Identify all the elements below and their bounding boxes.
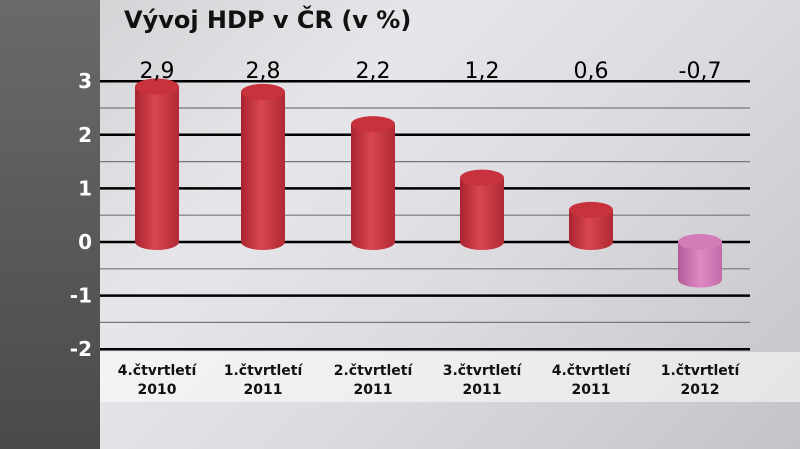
bar — [569, 209, 613, 250]
category-label: 2011 — [572, 382, 611, 398]
category-label: 1.čtvrtletí — [661, 363, 741, 379]
bar — [678, 242, 722, 288]
chart-title: Vývoj HDP v ČR (v %) — [124, 6, 412, 34]
category-label: 4.čtvrtletí — [118, 363, 198, 379]
value-label: 1,2 — [465, 59, 500, 84]
category-label: 2010 — [138, 382, 177, 398]
y-tick-label: 3 — [78, 69, 92, 93]
category-label: 3.čtvrtletí — [443, 363, 523, 379]
bar-top — [135, 78, 179, 95]
axis-strip — [0, 0, 100, 449]
bar-top — [351, 116, 395, 133]
y-tick-label: 2 — [78, 123, 92, 147]
value-label: 2,2 — [356, 59, 391, 84]
category-label: 1.čtvrtletí — [224, 363, 304, 379]
value-label: 2,9 — [140, 59, 175, 84]
value-label: 0,6 — [574, 59, 609, 84]
bar-top — [678, 234, 722, 250]
bar — [135, 86, 179, 250]
bar — [460, 177, 504, 250]
y-tick-label: -2 — [70, 337, 92, 361]
bar — [241, 91, 285, 250]
category-label: 2012 — [681, 382, 720, 398]
bar — [351, 124, 395, 250]
category-label: 2011 — [354, 382, 393, 398]
bar-top — [241, 83, 285, 100]
y-tick-label: 0 — [78, 230, 92, 254]
category-label: 2.čtvrtletí — [334, 363, 414, 379]
value-label: 2,8 — [246, 59, 281, 84]
category-label: 2011 — [463, 382, 502, 398]
y-tick-label: -1 — [70, 284, 92, 308]
bar-top — [460, 169, 504, 186]
value-label: -0,7 — [679, 59, 722, 84]
category-label: 2011 — [244, 382, 283, 398]
y-tick-label: 1 — [78, 176, 92, 200]
category-label: 4.čtvrtletí — [552, 363, 632, 379]
category-band — [100, 352, 800, 402]
bar-top — [569, 201, 613, 218]
